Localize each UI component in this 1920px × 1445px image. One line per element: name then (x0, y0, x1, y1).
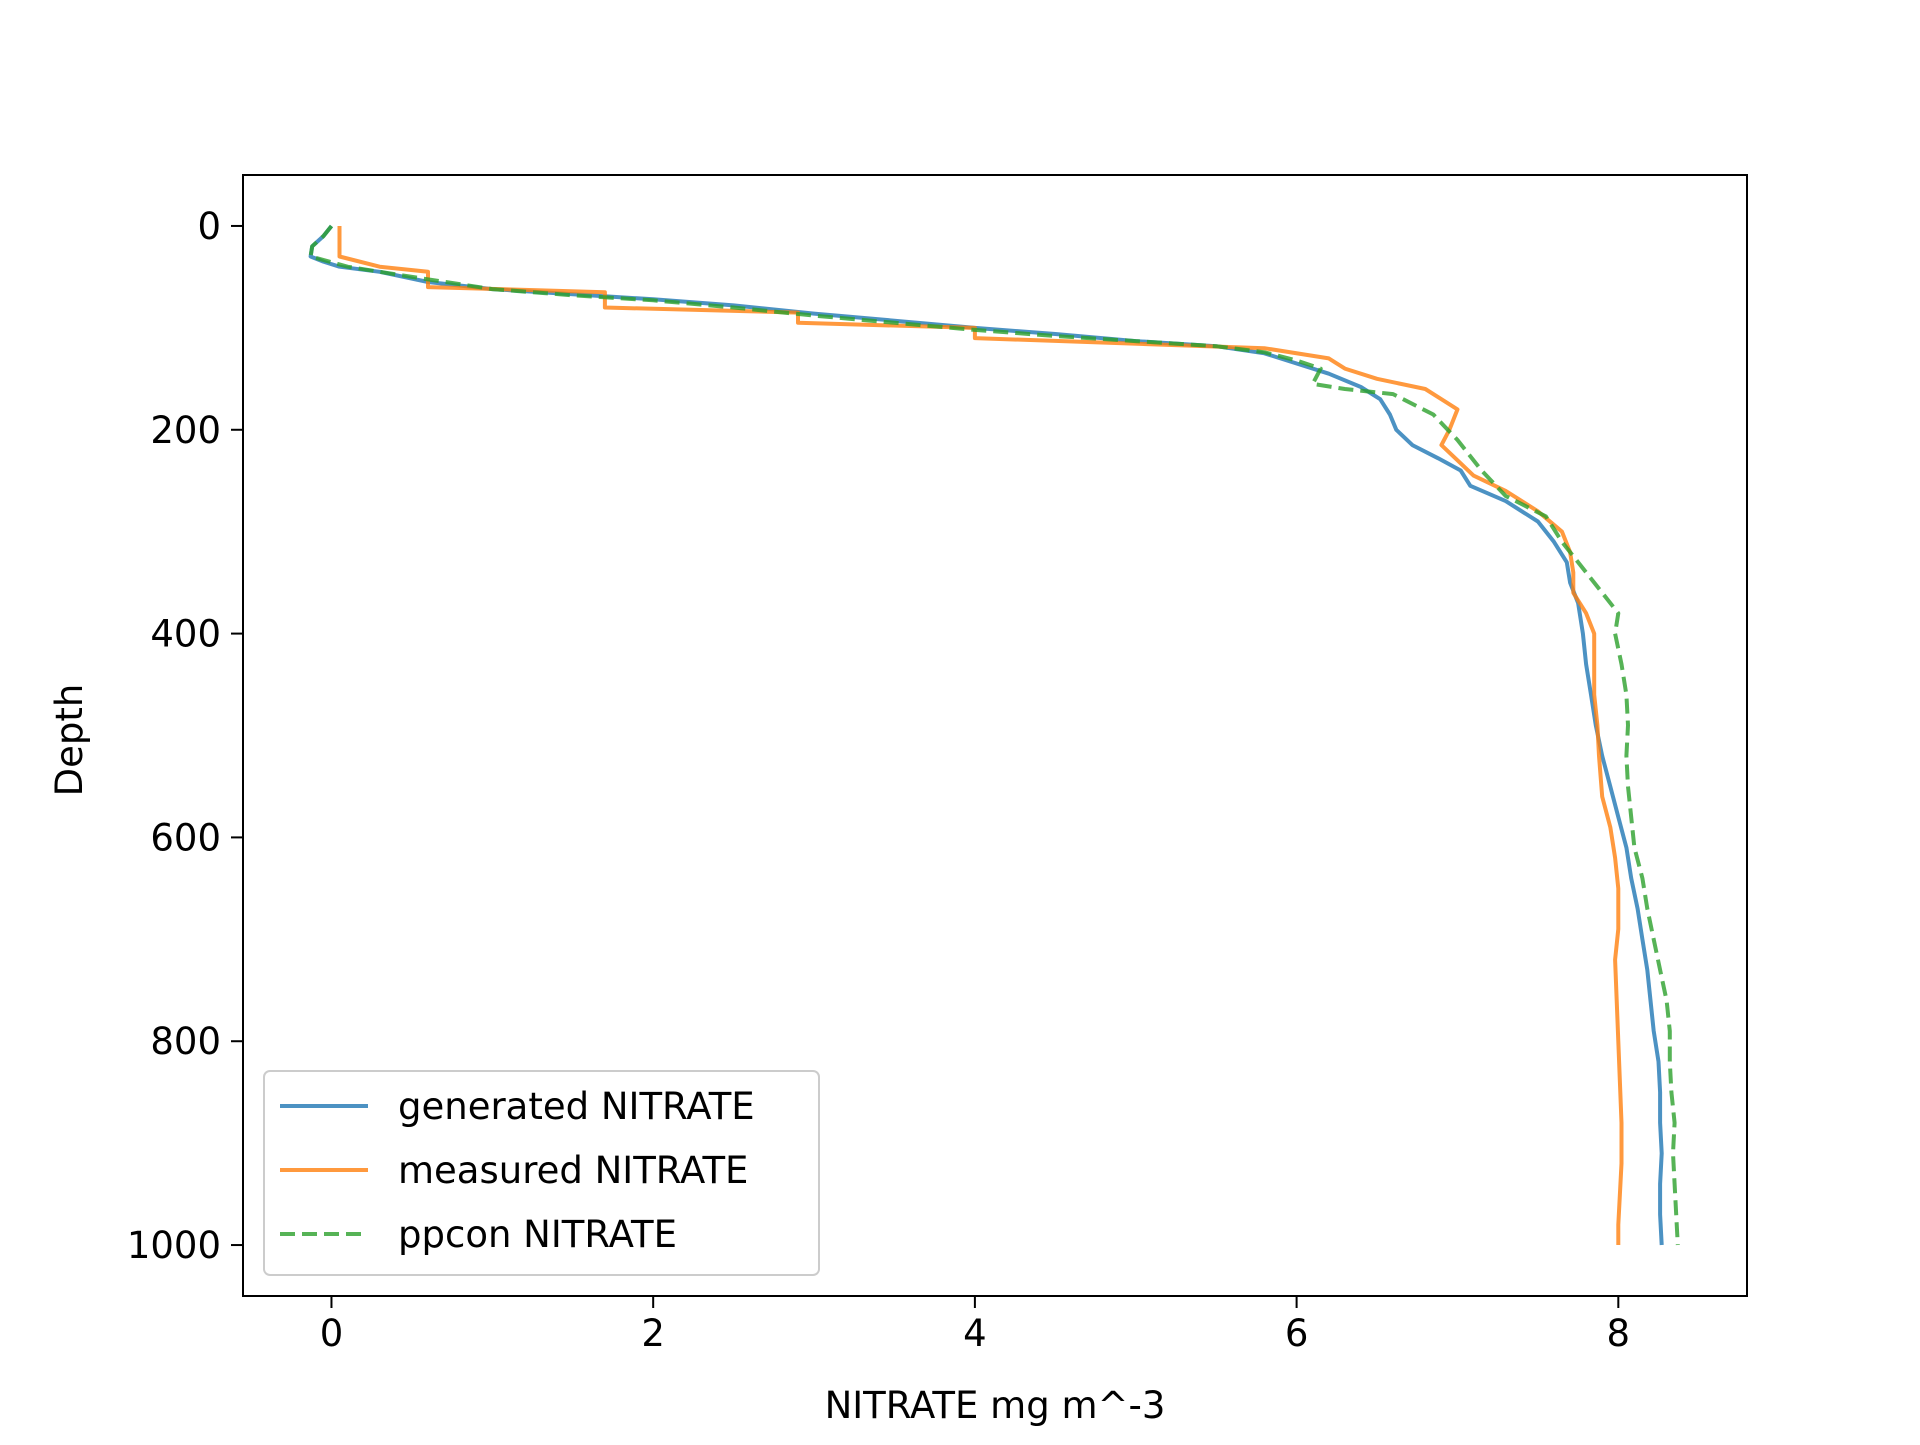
y-tick-label: 600 (150, 816, 221, 859)
series-line-2 (337, 226, 1624, 1245)
series-line-3 (308, 224, 1680, 1246)
legend-label-1: generated NITRATE (398, 1085, 755, 1128)
y-axis-label: Depth (48, 684, 91, 797)
legend-frame (263, 1070, 820, 1276)
x-tick-label: 2 (641, 1312, 665, 1355)
x-tick-label: 0 (320, 1312, 344, 1355)
y-axis: 0 200 400 600 800 1000 (127, 205, 243, 1267)
x-axis: 0 2 4 6 8 (320, 1296, 1630, 1355)
y-tick-label: 0 (197, 205, 221, 248)
x-tick-label: 4 (963, 1312, 987, 1355)
y-tick-label: 400 (150, 613, 221, 656)
x-axis-label: NITRATE mg m^-3 (825, 1384, 1166, 1427)
legend-label-2: measured NITRATE (398, 1149, 748, 1192)
y-tick-label: 1000 (127, 1224, 221, 1267)
y-tick-label: 200 (150, 409, 221, 452)
y-tick-label: 800 (150, 1020, 221, 1063)
x-tick-label: 6 (1285, 1312, 1309, 1355)
legend: generated NITRATE measured NITRATE ppcon N… (263, 1070, 820, 1276)
plot-area-frame (242, 174, 1748, 1297)
x-tick-label: 8 (1607, 1312, 1631, 1355)
series-layer (308, 224, 1680, 1246)
legend-label-3: ppcon NITRATE (398, 1213, 677, 1256)
